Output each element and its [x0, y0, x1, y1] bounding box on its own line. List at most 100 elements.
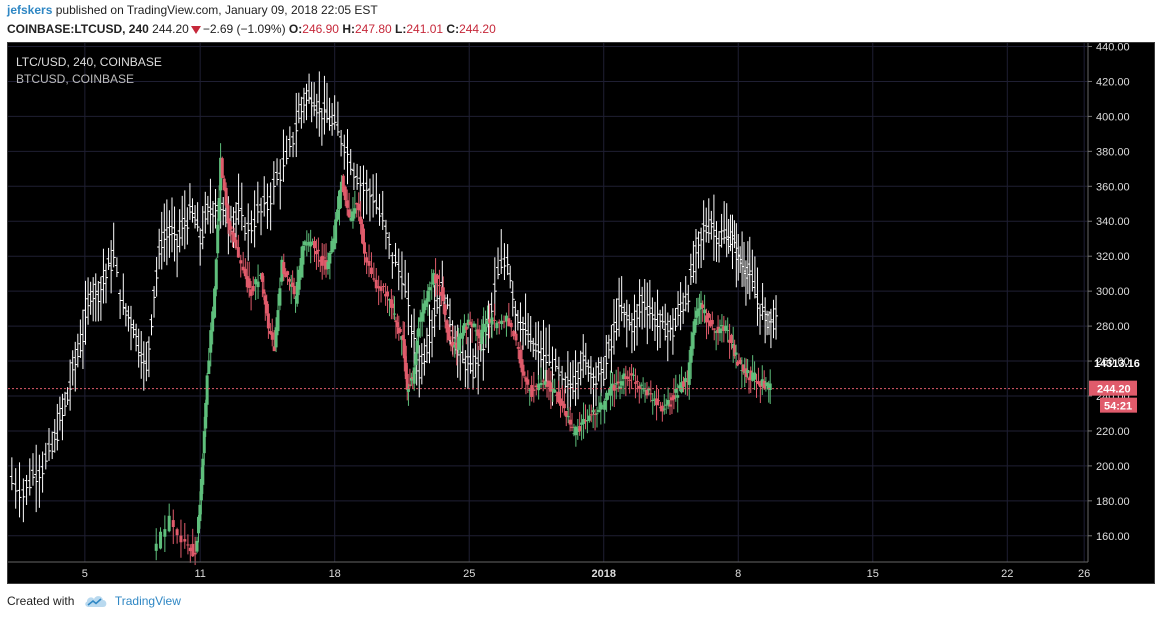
ltc-candle-body: [645, 389, 649, 396]
price-chart[interactable]: 440.00 420.00 400.00 380.00 360.00 340.00 320.…: [8, 41, 1154, 583]
price-axis[interactable]: 440.00 420.00 400.00 380.00 360.00 340.00 320.…: [1088, 41, 1130, 543]
time-tick-label: 25: [463, 568, 475, 580]
time-tick-label: 11: [194, 568, 205, 580]
ltc-candle-body: [599, 402, 603, 410]
ltc-candle-body: [191, 543, 195, 557]
ltc-candle-body: [470, 323, 474, 328]
ltc-candle-body: [305, 244, 309, 246]
ltc-candle-body: [607, 393, 611, 395]
ltc-candle-body: [403, 356, 407, 362]
ltc-candle-body: [616, 381, 620, 384]
ltc-candle-body: [706, 313, 710, 318]
ltc-candle-body: [430, 282, 434, 284]
ltc-candle-body: [359, 216, 363, 225]
ltc-candle-body: [620, 381, 624, 386]
ltc-candle-body: [541, 380, 545, 382]
ltc-candle-body: [622, 373, 626, 380]
ltc-candle-body: [428, 287, 432, 291]
time-tick-label: 22: [1001, 568, 1013, 580]
ltc-candle-body: [488, 319, 492, 323]
ltc-candle-body: [747, 377, 751, 381]
ltc-candle-body: [424, 300, 428, 307]
ltc-candle-body: [232, 233, 236, 242]
ltc-candle-body: [188, 547, 192, 552]
author-link[interactable]: jefskers: [7, 3, 53, 17]
chart-grid: [8, 43, 1088, 562]
ltc-candle-body: [417, 328, 421, 337]
ltc-candle-body: [389, 299, 393, 308]
ltc-candle-body: [222, 178, 226, 191]
ltc-candle-body: [320, 255, 324, 266]
ltc-candle-body: [367, 260, 371, 266]
ltc-candle-body: [526, 379, 530, 385]
price-tick-label: 380.00: [1096, 146, 1130, 158]
legend-overlay-series[interactable]: BTCUSD, COINBASE: [16, 72, 134, 86]
ltc-candle-body: [524, 377, 528, 382]
time-tick-label: 15: [867, 568, 879, 580]
ltc-candle-body: [568, 419, 572, 425]
ltc-candle-body: [224, 187, 228, 206]
price-tick-label: 400.00: [1096, 111, 1130, 123]
ltc-candle-body: [485, 321, 489, 324]
ltc-candle-body: [280, 259, 284, 282]
ltc-candle-body: [311, 243, 315, 245]
ltc-candle-body: [387, 299, 391, 301]
ltc-candle-body: [324, 260, 328, 270]
ltc-candle-body: [278, 288, 282, 306]
ltc-candle-body: [422, 303, 426, 314]
ltc-candle-body: [345, 200, 349, 208]
time-axis[interactable]: 5 11 18 25 2018 8 15 22 26: [82, 568, 1090, 580]
ltc-candle-body: [643, 390, 647, 392]
ltc-candle-body: [343, 186, 347, 201]
ltc-candle-body: [322, 257, 326, 259]
ltc-candle-body: [183, 539, 187, 542]
ltc-candle-body: [179, 535, 183, 543]
ltc-candle-body: [736, 361, 740, 366]
ltc-candle-body: [734, 352, 738, 355]
ltc-candle-body: [545, 384, 549, 387]
ltc-candle-body: [507, 318, 511, 327]
ltc-candle-body: [318, 259, 322, 262]
ltc-candle-body: [572, 433, 576, 435]
ltc-candle-body: [755, 381, 759, 383]
ltc-candle-body: [708, 320, 712, 327]
ltc-candle-body: [660, 405, 664, 412]
ltc-candle-body: [339, 181, 343, 192]
ltc-candle-body: [547, 380, 551, 385]
ltc-candle-body: [656, 400, 660, 402]
price-tick-label: 360.00: [1096, 181, 1130, 193]
tradingview-link[interactable]: TradingView: [114, 594, 181, 608]
chart-panel[interactable]: 440.00 420.00 400.00 380.00 360.00 340.00 320.…: [7, 41, 1155, 584]
ltc-candle-body: [193, 552, 197, 555]
ltc-candle-body: [605, 392, 609, 401]
ltc-candle-body: [409, 377, 413, 381]
ltc-candle-body: [262, 289, 266, 294]
ltc-candle-body: [628, 379, 632, 381]
ltc-candle-body: [337, 190, 341, 210]
ltc-candle-body: [490, 317, 494, 325]
ltc-candle-body: [716, 326, 720, 333]
ltc-candle-body: [497, 321, 501, 324]
ltc-candle-body: [303, 241, 307, 245]
ltc-candle-body: [336, 209, 340, 220]
ltc-candle-body: [678, 385, 682, 389]
ltc-candle-body: [516, 347, 520, 349]
ltc-candle-body: [514, 333, 518, 341]
ltc-candle-body: [760, 379, 764, 386]
ltc-candle-body: [247, 278, 251, 288]
ltc-candle-body: [401, 335, 405, 341]
ltc-candle-body: [256, 281, 260, 288]
ltc-candle-body: [699, 302, 703, 309]
ltc-candle-body: [282, 262, 286, 275]
legend-main-series[interactable]: LTC/USD, 240, COINBASE: [16, 55, 162, 69]
ltc-candle-body: [468, 321, 472, 325]
ltc-candle-body: [332, 238, 336, 250]
ltc-candle-body: [626, 376, 630, 379]
ltc-candle-body: [249, 289, 253, 296]
symbol-quote-line: COINBASE:LTCUSD, 240 244.20 −2.69 (−1.09%…: [7, 22, 496, 36]
price-tick-label: 300.00: [1096, 286, 1130, 298]
ltc-candle-body: [502, 321, 506, 323]
ltc-candle-body: [309, 241, 313, 247]
ltc-candle-body: [726, 330, 730, 332]
ltc-candle-body: [639, 384, 643, 386]
